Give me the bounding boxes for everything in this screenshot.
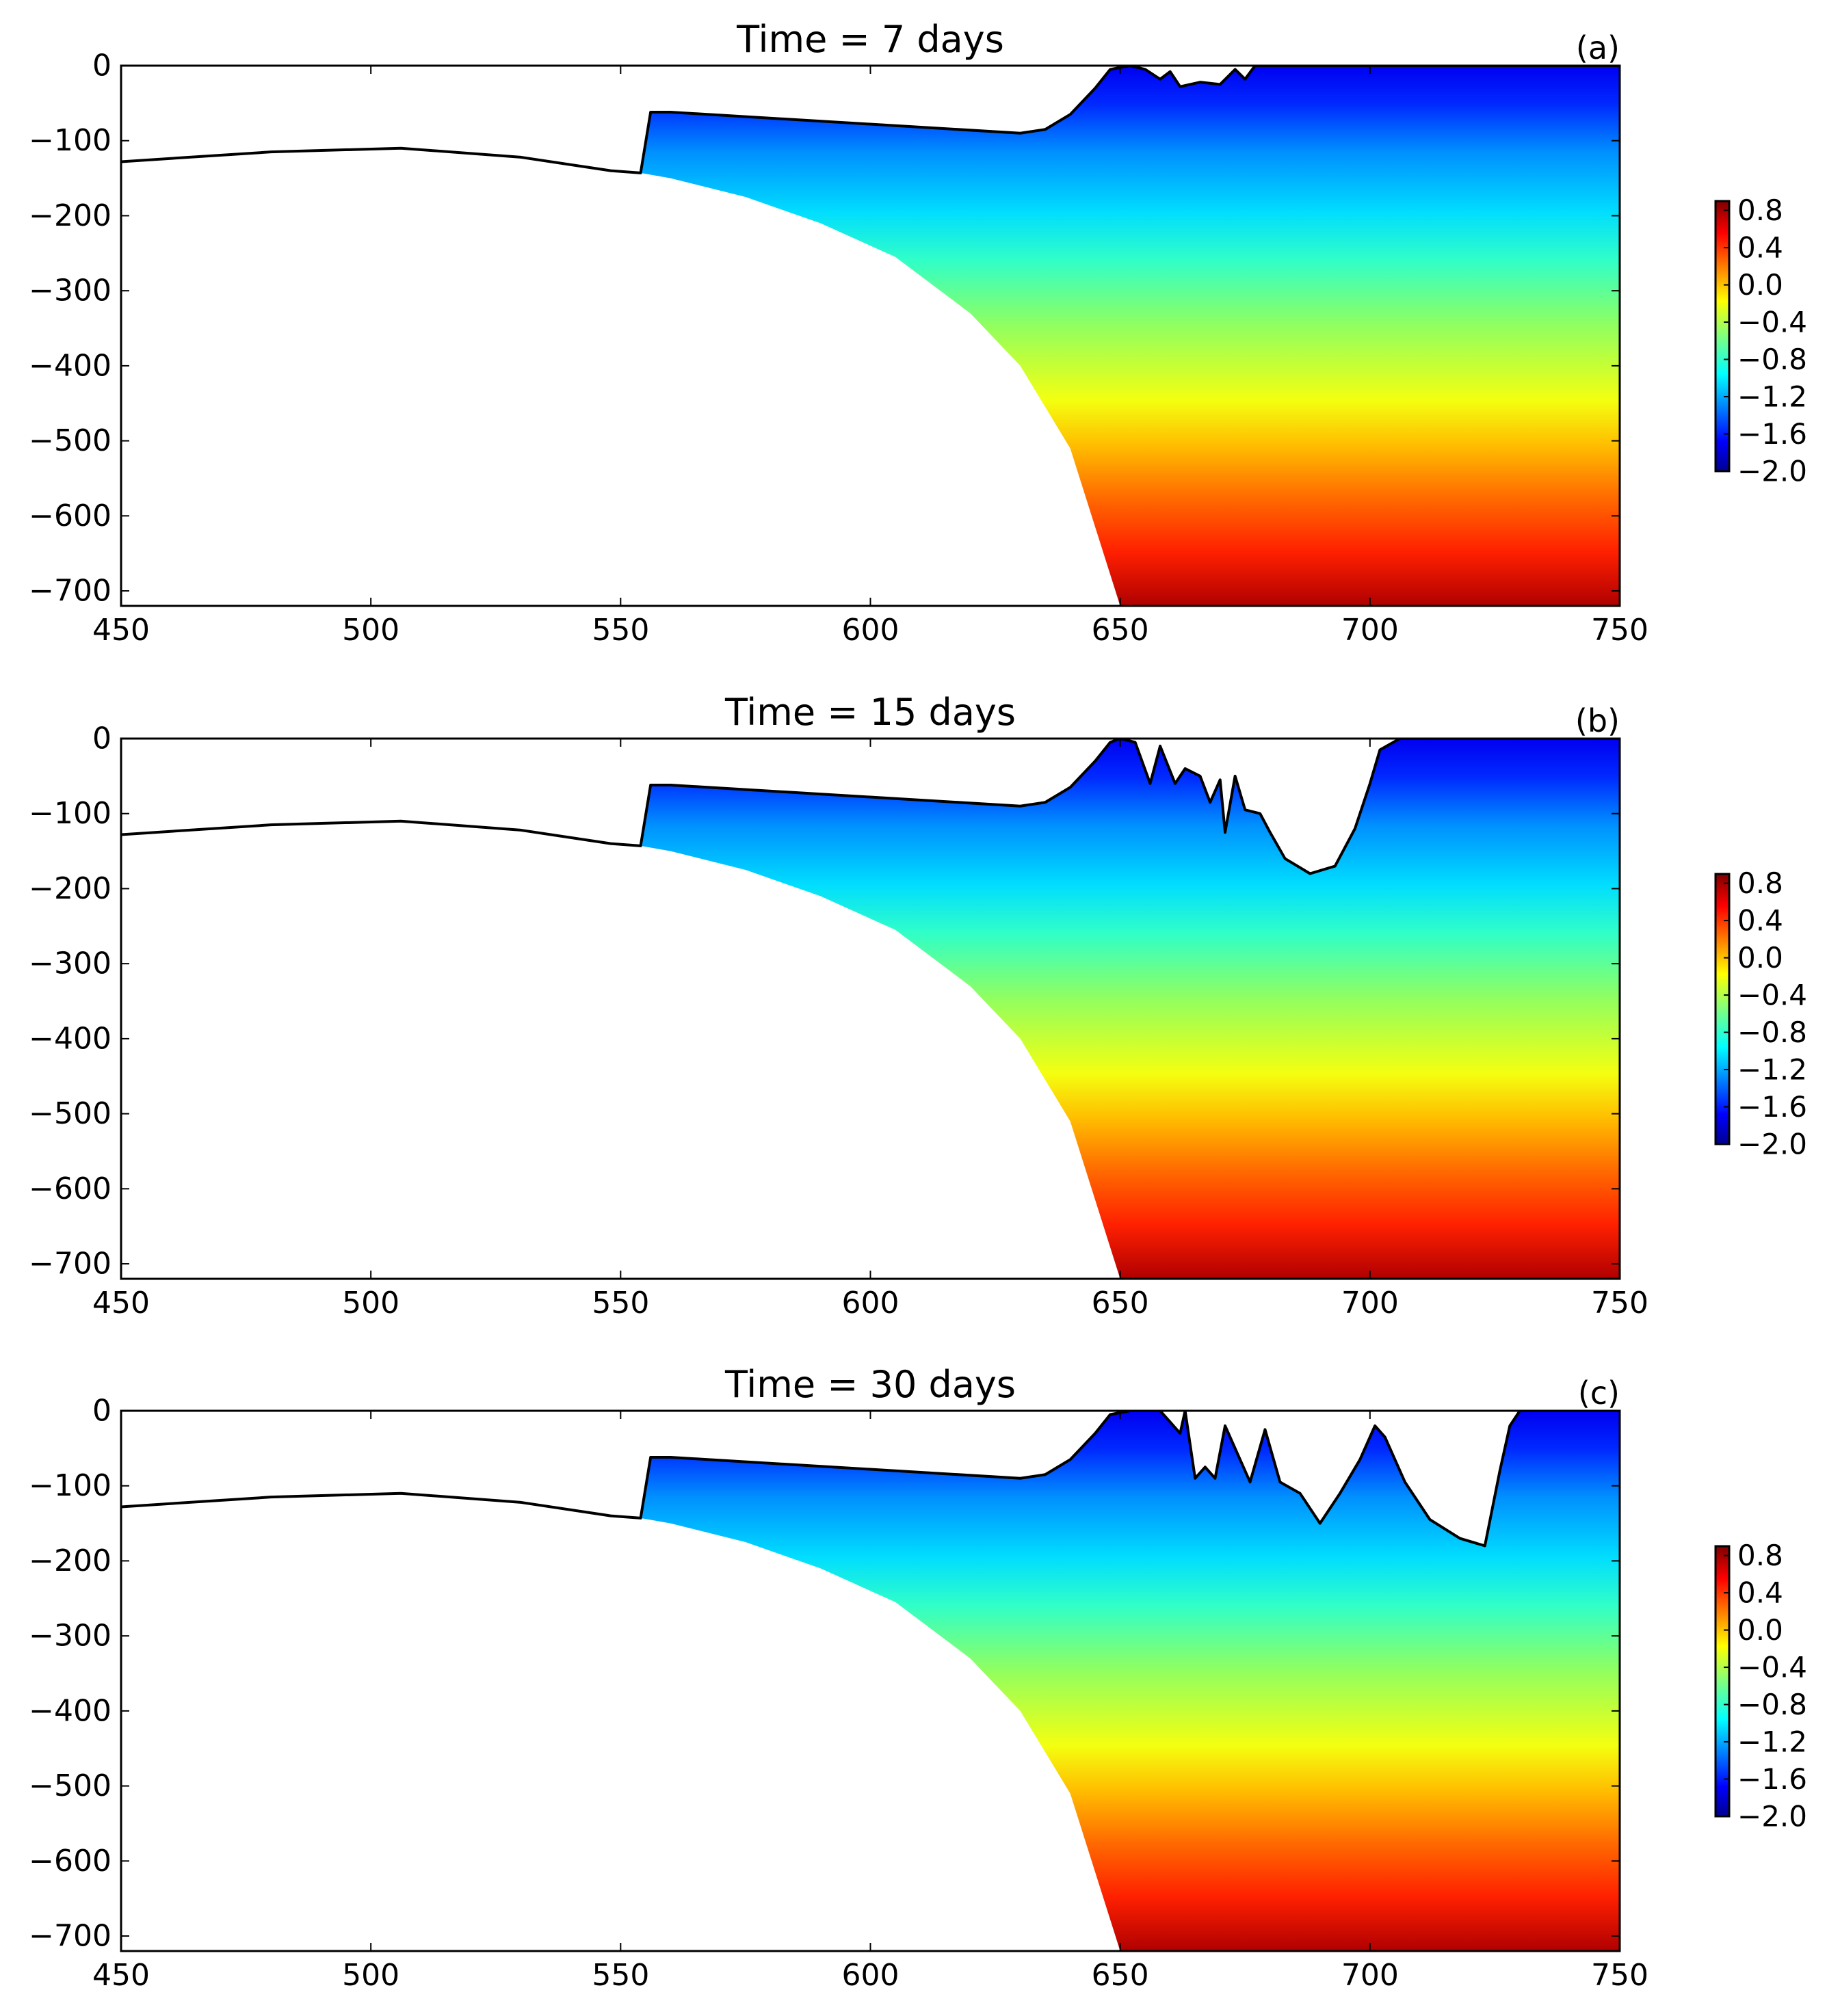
y-tick-label: −500 — [29, 1096, 111, 1131]
y-tick-label: 0 — [92, 49, 111, 83]
colorbar-tick-label: 0.8 — [1737, 866, 1783, 900]
colorbar-tick-label: 0.0 — [1737, 1613, 1783, 1647]
panel-b: 450 500 550 600 650 700 750 0 −100 −200 −300 −400 −5… — [29, 691, 1807, 1321]
y-tick-label: −400 — [29, 1021, 111, 1056]
panel-label: (c) — [1578, 1375, 1620, 1411]
y-tick-label: −400 — [29, 348, 111, 383]
y-tick-label: −100 — [29, 796, 111, 831]
y-tick-label: −300 — [29, 1619, 111, 1654]
temperature-field — [640, 1411, 1620, 1951]
colorbar-tick-label: −2.0 — [1737, 455, 1807, 488]
y-tick-label: −600 — [29, 1844, 111, 1879]
panel-label: (a) — [1576, 29, 1620, 66]
x-tick-label: 600 — [842, 1958, 899, 1993]
colorbar-tick-label: −0.4 — [1737, 306, 1807, 339]
panel-a: 450 500 550 600 650 700 750 0 −100 −200 −300 −400 −5… — [29, 18, 1807, 648]
y-tick-label: −600 — [29, 1171, 111, 1206]
y-tick-label: 0 — [92, 721, 111, 756]
y-tick-label: −100 — [29, 123, 111, 158]
y-tick-label: 0 — [92, 1394, 111, 1429]
temperature-field — [640, 739, 1620, 1279]
x-tick-label: 750 — [1591, 1958, 1648, 1993]
chart-title: Time = 30 days — [724, 1363, 1016, 1406]
chart-title: Time = 7 days — [736, 18, 1004, 61]
colorbar-tick-label: −0.4 — [1737, 979, 1807, 1012]
colorbar-tick-label: −1.2 — [1737, 380, 1807, 414]
y-tick-label: −100 — [29, 1468, 111, 1503]
colorbar-tick-label: −1.2 — [1737, 1725, 1807, 1759]
colorbar — [1714, 1545, 1731, 1818]
y-tick-label: −700 — [29, 1919, 111, 1954]
y-tick-label: −300 — [29, 274, 111, 308]
y-tick-label: −300 — [29, 946, 111, 981]
colorbar-tick-label: 0.0 — [1737, 941, 1783, 974]
ice-shelf-outline — [121, 66, 1620, 174]
x-tick-label: 650 — [1092, 1286, 1149, 1321]
x-tick-label: 600 — [842, 1286, 899, 1321]
x-tick-label: 550 — [592, 1958, 649, 1993]
colorbar-tick-label: −1.6 — [1737, 1762, 1807, 1796]
colorbar-tick-label: 0.4 — [1737, 904, 1783, 938]
colorbar-tick-label: 0.4 — [1737, 1576, 1783, 1610]
colorbar-tick-label: −1.6 — [1737, 1090, 1807, 1124]
colorbar-tick-label: −0.8 — [1737, 1688, 1807, 1721]
colorbar-tick-label: 0.8 — [1737, 1539, 1783, 1572]
y-tick-label: −700 — [29, 1247, 111, 1282]
y-tick-label: −200 — [29, 198, 111, 233]
y-tick-label: −200 — [29, 871, 111, 906]
x-tick-label: 500 — [342, 613, 399, 648]
ice-shelf-outline — [121, 739, 1620, 875]
y-tick-label: −700 — [29, 574, 111, 609]
y-tick-label: −400 — [29, 1693, 111, 1728]
colorbar-tick-label: −2.0 — [1737, 1128, 1807, 1161]
x-tick-label: 750 — [1591, 613, 1648, 648]
colorbar — [1714, 200, 1731, 473]
colorbar-tick-label: 0.8 — [1737, 194, 1783, 227]
x-tick-label: 500 — [342, 1286, 399, 1321]
x-tick-label: 550 — [592, 1286, 649, 1321]
x-tick-label: 750 — [1591, 1286, 1648, 1321]
x-tick-label: 450 — [92, 613, 150, 648]
x-tick-label: 650 — [1092, 613, 1149, 648]
x-tick-label: 550 — [592, 613, 649, 648]
x-tick-label: 650 — [1092, 1958, 1149, 1993]
x-tick-label: 500 — [342, 1958, 399, 1993]
ice-shelf-outline — [121, 1411, 1620, 1548]
y-tick-label: −200 — [29, 1543, 111, 1578]
colorbar — [1714, 873, 1731, 1145]
colorbar-tick-label: −0.4 — [1737, 1651, 1807, 1684]
y-tick-label: −500 — [29, 1768, 111, 1803]
y-tick-label: −600 — [29, 499, 111, 533]
panel-c: 450 500 550 600 650 700 750 0 −100 −200 −300 −400 −5… — [29, 1363, 1807, 1993]
y-tick-label: −500 — [29, 423, 111, 458]
colorbar-tick-label: −2.0 — [1737, 1800, 1807, 1833]
x-tick-label: 700 — [1341, 613, 1399, 648]
x-tick-label: 450 — [92, 1958, 150, 1993]
colorbar-tick-label: 0.0 — [1737, 268, 1783, 302]
x-tick-label: 450 — [92, 1286, 150, 1321]
colorbar-tick-label: −0.8 — [1737, 343, 1807, 376]
x-tick-label: 700 — [1341, 1286, 1399, 1321]
colorbar-tick-label: 0.4 — [1737, 231, 1783, 265]
chart-title: Time = 15 days — [724, 691, 1016, 734]
colorbar-tick-label: −1.6 — [1737, 417, 1807, 451]
colorbar-tick-label: −0.8 — [1737, 1016, 1807, 1049]
panel-label: (b) — [1575, 702, 1620, 739]
temperature-field — [640, 66, 1620, 606]
x-tick-label: 600 — [842, 613, 899, 648]
x-tick-label: 700 — [1341, 1958, 1399, 1993]
colorbar-tick-label: −1.2 — [1737, 1053, 1807, 1087]
